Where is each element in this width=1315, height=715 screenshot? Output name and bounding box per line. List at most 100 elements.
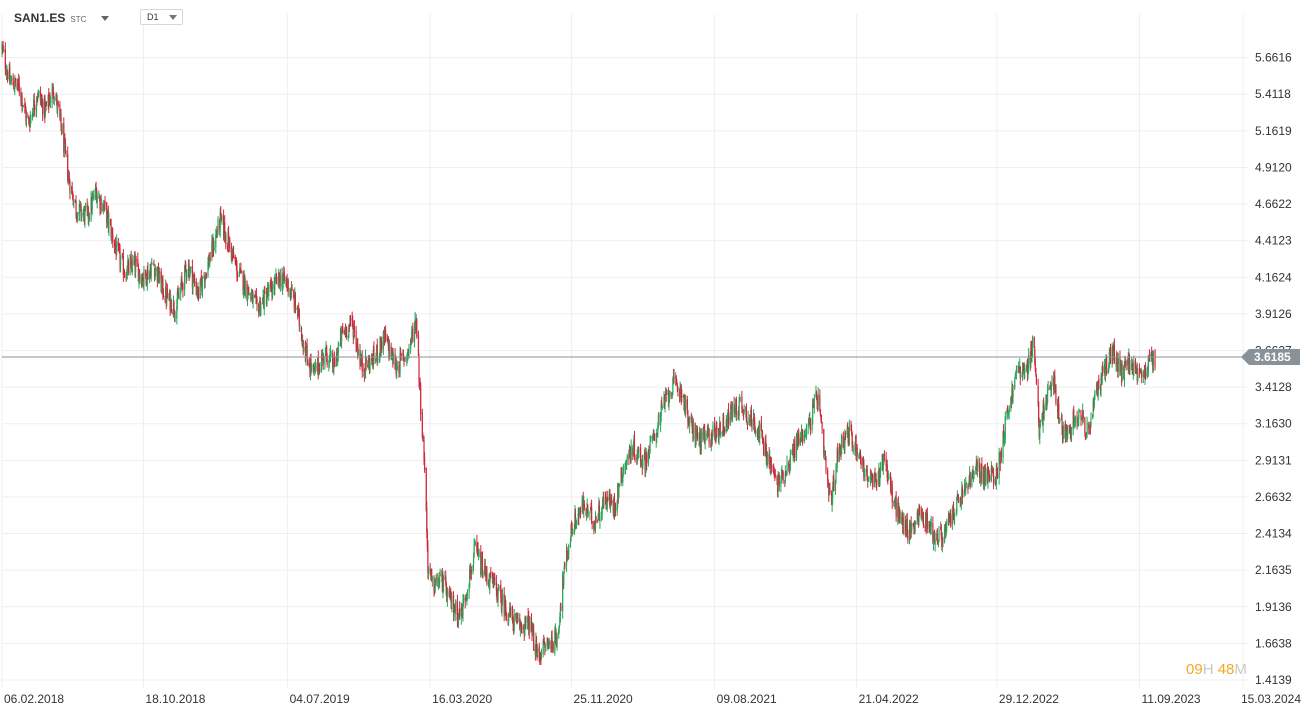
- candle-body: [540, 657, 542, 661]
- x-tick-label: 11.09.2023: [1141, 692, 1200, 706]
- candle-body: [687, 410, 689, 423]
- candle-body: [647, 449, 649, 463]
- candle-body: [906, 519, 908, 535]
- candle-body: [445, 575, 447, 582]
- candle-body: [250, 294, 253, 301]
- candle-body: [776, 477, 778, 481]
- candle-body: [834, 480, 837, 491]
- candle-body: [82, 213, 84, 216]
- time-axis[interactable]: 06.02.2018 18.10.2018 04.07.2019 16.03.2020…: [4, 692, 1301, 706]
- candle-body: [753, 413, 755, 420]
- candle-body: [575, 521, 577, 526]
- candle-body: [63, 123, 65, 153]
- candle-body: [70, 186, 73, 195]
- candle-body: [472, 565, 474, 572]
- candle-body: [543, 640, 545, 642]
- candle-body: [1109, 348, 1112, 363]
- candle-body: [735, 398, 737, 415]
- candle-body: [827, 480, 829, 484]
- candle-body: [585, 511, 588, 516]
- candle-body: [1098, 379, 1100, 385]
- candle-body: [1102, 367, 1104, 373]
- candle-body: [181, 279, 183, 283]
- candle-body: [337, 352, 339, 360]
- candle-body: [1097, 380, 1099, 396]
- candle-body: [349, 316, 351, 325]
- candle-body: [847, 428, 849, 430]
- candle-body: [765, 450, 768, 465]
- candle-body: [239, 269, 241, 271]
- candle-body: [300, 327, 303, 341]
- candle-body: [248, 286, 250, 294]
- candle-body: [720, 431, 722, 435]
- candle-body: [998, 452, 1000, 478]
- candle-body: [275, 275, 277, 280]
- candle-body: [739, 397, 741, 399]
- candle-body: [290, 288, 293, 299]
- candle-body: [824, 455, 827, 457]
- candle-body: [1136, 366, 1138, 368]
- candle-body: [719, 421, 721, 436]
- candle-body: [1077, 418, 1079, 424]
- candle-body: [139, 276, 141, 280]
- candle-body: [1055, 385, 1057, 404]
- candle-body: [118, 248, 121, 250]
- candle-body: [724, 428, 726, 433]
- candle-body: [219, 211, 221, 232]
- candle-body: [996, 467, 998, 473]
- candle-body: [517, 620, 519, 622]
- candle-body: [353, 328, 355, 339]
- candle-body: [61, 125, 63, 135]
- candle-body: [233, 252, 235, 259]
- candle-body: [1086, 422, 1088, 434]
- candle-body: [64, 138, 66, 143]
- candle-body: [314, 368, 316, 370]
- candle-body: [599, 518, 601, 522]
- candle-body: [645, 468, 647, 472]
- candle-body: [94, 186, 97, 195]
- candle-body: [351, 318, 353, 322]
- candle-body: [980, 475, 982, 480]
- candle-body: [595, 516, 597, 522]
- candle-body: [671, 392, 673, 397]
- candle-body: [59, 104, 61, 118]
- candle-body: [858, 455, 860, 457]
- candle-body: [812, 403, 814, 424]
- interval-select[interactable]: D1: [140, 9, 183, 25]
- candle-body: [928, 523, 931, 531]
- candle-body: [1140, 370, 1142, 372]
- candle-body: [209, 259, 211, 267]
- candle-body: [192, 279, 194, 289]
- candle-body: [376, 344, 378, 361]
- candle-body: [967, 482, 970, 488]
- candle-body: [268, 287, 270, 297]
- candle-body: [854, 448, 856, 452]
- candle-body: [464, 597, 466, 602]
- candle-body: [1020, 376, 1022, 378]
- candle-body: [589, 511, 591, 514]
- candle-body: [87, 206, 89, 219]
- candle-body: [901, 517, 903, 523]
- candle-body: [65, 150, 67, 153]
- candle-body: [879, 469, 882, 473]
- candle-body: [443, 577, 445, 580]
- candle-body: [400, 353, 402, 356]
- candle-body: [322, 354, 324, 363]
- candle-body: [13, 88, 15, 91]
- candle-body: [562, 575, 564, 612]
- candle-body: [254, 295, 256, 297]
- candle-body: [215, 233, 217, 237]
- price-axis[interactable]: 5.6616 5.4118 5.1619 4.9120 4.6622 4.4123 4.16…: [1255, 51, 1292, 687]
- candle-body: [852, 449, 854, 451]
- symbol-selector[interactable]: SAN1.ES STC: [14, 8, 110, 28]
- candle-body: [260, 305, 262, 315]
- candle-body: [934, 539, 936, 545]
- candle-body: [1092, 401, 1094, 413]
- candle-body: [661, 407, 663, 409]
- candle-body: [642, 459, 644, 467]
- candle-body: [154, 270, 156, 277]
- candle-body: [437, 575, 439, 587]
- candle-body: [1058, 402, 1060, 422]
- candle-body: [100, 197, 102, 211]
